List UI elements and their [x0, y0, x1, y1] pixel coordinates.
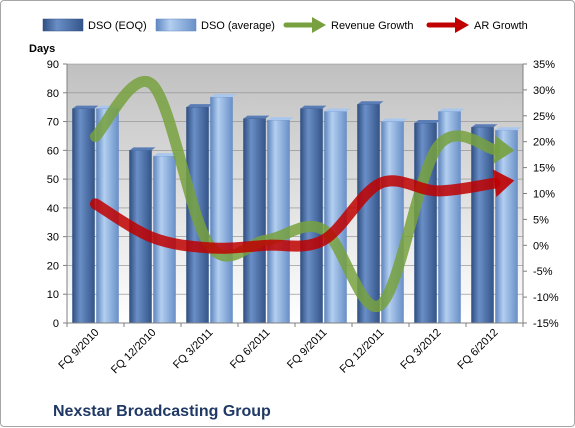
bar-dso-average [210, 96, 233, 324]
y-tick-label: 30 [47, 232, 59, 244]
y-axis-title: Days [29, 43, 55, 55]
bar-top [357, 101, 384, 105]
legend-label-dso-average: DSO (average) [201, 20, 275, 32]
bar-top [381, 118, 408, 122]
legend-label-revenue-growth: Revenue Growth [331, 20, 414, 32]
y2-tick-label: 5% [533, 214, 549, 226]
y2-tick-label: -10% [533, 292, 559, 304]
y-tick-label: 70 [47, 117, 59, 129]
y2-tick-label: 10% [533, 189, 555, 201]
legend-swatch-dso-eoq [42, 18, 84, 32]
line-revenue-growth [90, 76, 500, 312]
x-tick-label: FQ 9/2010 [56, 327, 101, 372]
x-tick-label: FQ 6/2011 [228, 327, 273, 372]
y2-tick-label: 15% [533, 163, 555, 175]
arrowhead-ar-growth [492, 169, 515, 198]
y2-tick-label: 30% [533, 85, 555, 97]
bar-top [129, 147, 156, 151]
bar-top [414, 119, 441, 123]
y2-tick-label: 20% [533, 137, 555, 149]
bar-dso-eoq [471, 127, 494, 324]
bar-dso-eoq [243, 118, 266, 324]
legend-swatch-ar-growth [426, 17, 469, 33]
bar-top [186, 104, 213, 108]
legend: DSO (EOQ) DSO (average) Revenue Growth A… [42, 17, 528, 33]
y-tick-label: 90 [47, 59, 59, 71]
bar-dso-average [267, 119, 290, 324]
bar-top [267, 117, 294, 121]
bar-top [72, 105, 99, 109]
y2-tick-label: -15% [533, 318, 559, 330]
x-tick-label: FQ 12/2010 [109, 327, 159, 377]
y-tick-label: 50 [47, 174, 59, 186]
y-tick-label: 80 [47, 88, 59, 100]
y2-tick-labels: -15% -10% -5% 0% 5% 10% 15% 20% 25% 30% 35% [523, 59, 559, 330]
bar-top [471, 124, 498, 128]
legend-label-ar-growth: AR Growth [474, 20, 528, 32]
bar-dso-eoq [300, 108, 323, 324]
legend-swatch-revenue-growth [283, 17, 326, 33]
line-ar-growth [90, 175, 500, 254]
chart-title: Nexstar Broadcasting Group [53, 403, 271, 420]
y2-tick-label: 0% [533, 240, 549, 252]
bar-top [243, 115, 270, 119]
y-tick-label: 60 [47, 145, 59, 157]
bar-top [324, 108, 351, 112]
x-tick-label: FQ 3/2012 [398, 327, 443, 372]
y-tick-label: 0 [53, 318, 59, 330]
x-tick-label: FQ 6/2012 [455, 327, 500, 372]
y-tick-labels: 0 10 20 30 40 50 60 70 80 90 [47, 59, 67, 330]
bar-top [210, 94, 237, 98]
x-tick-label: FQ 12/2011 [338, 327, 387, 376]
x-tick-label: FQ 9/2011 [285, 327, 330, 372]
legend-swatch-dso-average [155, 18, 197, 32]
arrowhead-revenue-growth [493, 135, 515, 164]
bars [72, 94, 522, 324]
y-tick-label: 20 [47, 260, 59, 272]
legend-label-dso-eoq: DSO (EOQ) [88, 20, 147, 32]
y-tick-label: 10 [47, 289, 59, 301]
y-tick-label: 40 [47, 203, 59, 215]
y2-tick-label: 35% [533, 59, 555, 71]
bar-top [495, 127, 522, 131]
bar-top [300, 105, 327, 109]
bar-top [438, 108, 465, 112]
y2-tick-label: -5% [533, 266, 553, 278]
x-tick-label: FQ 3/2011 [171, 327, 216, 372]
x-tick-labels: FQ 9/2010 FQ 12/2010 FQ 3/2011 FQ 6/2011 FQ … [56, 323, 524, 377]
growth-lines [90, 76, 515, 312]
bar-dso-eoq [72, 108, 95, 324]
y2-tick-label: 25% [533, 111, 555, 123]
